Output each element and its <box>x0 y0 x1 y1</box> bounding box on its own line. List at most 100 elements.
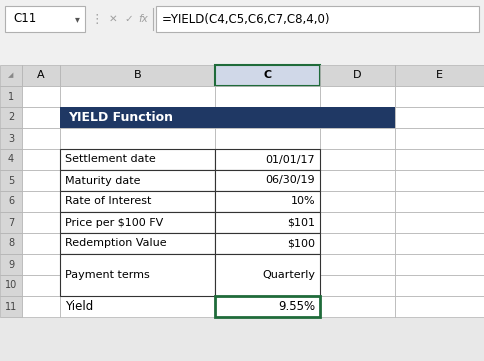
Bar <box>320 65 395 86</box>
Bar <box>395 191 484 212</box>
Text: ⋮: ⋮ <box>91 13 103 26</box>
Text: Payment terms: Payment terms <box>65 270 150 280</box>
Text: $100: $100 <box>287 239 315 248</box>
Bar <box>22 86 60 107</box>
Bar <box>215 212 320 233</box>
Bar <box>320 254 395 275</box>
Bar <box>60 170 215 191</box>
Bar <box>395 275 484 296</box>
Bar <box>0 170 22 191</box>
Bar <box>60 254 215 275</box>
Bar <box>215 296 320 317</box>
Bar <box>0 296 22 317</box>
Bar <box>60 275 215 296</box>
Bar <box>215 254 320 296</box>
Text: Rate of Interest: Rate of Interest <box>65 196 151 206</box>
Bar <box>22 233 60 254</box>
Text: 10%: 10% <box>290 196 315 206</box>
Bar <box>395 65 484 86</box>
Text: Quarterly: Quarterly <box>262 270 315 280</box>
Bar <box>0 275 22 296</box>
Bar <box>60 254 215 296</box>
Bar <box>22 149 60 170</box>
Text: C11: C11 <box>13 13 36 26</box>
Bar <box>60 233 215 254</box>
Text: fx: fx <box>138 14 148 24</box>
Bar <box>22 275 60 296</box>
Bar <box>320 296 395 317</box>
Bar <box>60 170 215 191</box>
Bar <box>215 296 320 317</box>
Bar <box>22 296 60 317</box>
Bar <box>22 212 60 233</box>
Bar <box>215 233 320 254</box>
Text: 3: 3 <box>8 134 14 144</box>
Text: E: E <box>436 70 443 81</box>
Bar <box>22 65 60 86</box>
Bar <box>0 128 22 149</box>
Text: 6: 6 <box>8 196 14 206</box>
Bar <box>60 149 215 170</box>
Bar <box>60 149 215 170</box>
Bar <box>215 128 320 149</box>
Text: ✓: ✓ <box>124 14 134 24</box>
Text: 7: 7 <box>8 217 14 227</box>
Text: 01/01/17: 01/01/17 <box>265 155 315 165</box>
Bar <box>395 170 484 191</box>
Bar <box>0 0 484 38</box>
Text: 1: 1 <box>8 91 14 101</box>
Bar <box>60 212 215 233</box>
Text: $101: $101 <box>287 217 315 227</box>
Bar <box>320 149 395 170</box>
Bar <box>0 86 22 107</box>
Bar <box>215 212 320 233</box>
Bar <box>22 191 60 212</box>
Text: D: D <box>353 70 362 81</box>
Bar <box>60 128 215 149</box>
Bar <box>395 128 484 149</box>
Text: C: C <box>263 70 272 81</box>
Bar <box>60 191 215 212</box>
Text: 8: 8 <box>8 239 14 248</box>
Bar <box>0 107 22 128</box>
Bar <box>320 275 395 296</box>
Bar <box>60 65 215 86</box>
Text: 9: 9 <box>8 260 14 270</box>
Bar <box>22 170 60 191</box>
Text: Settlement date: Settlement date <box>65 155 156 165</box>
Bar <box>395 233 484 254</box>
Text: 9.55%: 9.55% <box>278 300 315 313</box>
Bar <box>60 107 215 128</box>
Bar <box>215 149 320 170</box>
Bar <box>320 107 395 128</box>
Bar <box>0 191 22 212</box>
Text: ▾: ▾ <box>75 14 79 24</box>
Text: 5: 5 <box>8 175 14 186</box>
Bar <box>60 212 215 233</box>
Bar <box>215 170 320 191</box>
Bar <box>0 38 484 65</box>
Bar <box>60 233 215 254</box>
Bar <box>22 254 60 275</box>
Bar <box>0 233 22 254</box>
Text: ◢: ◢ <box>8 73 14 78</box>
Bar <box>215 254 320 275</box>
Bar <box>60 296 215 317</box>
Bar <box>0 254 22 275</box>
Bar <box>395 254 484 275</box>
Bar <box>320 233 395 254</box>
Text: Price per $100 FV: Price per $100 FV <box>65 217 163 227</box>
Bar <box>395 86 484 107</box>
Bar <box>395 212 484 233</box>
Bar <box>395 296 484 317</box>
Bar <box>0 65 22 86</box>
Bar <box>0 149 22 170</box>
Bar <box>395 107 484 128</box>
Text: =YIELD(C4,C5,C6,C7,C8,4,0): =YIELD(C4,C5,C6,C7,C8,4,0) <box>162 13 331 26</box>
Bar <box>215 191 320 212</box>
Bar <box>60 107 395 128</box>
Bar <box>395 149 484 170</box>
Bar <box>320 191 395 212</box>
Bar <box>215 170 320 191</box>
Text: 4: 4 <box>8 155 14 165</box>
